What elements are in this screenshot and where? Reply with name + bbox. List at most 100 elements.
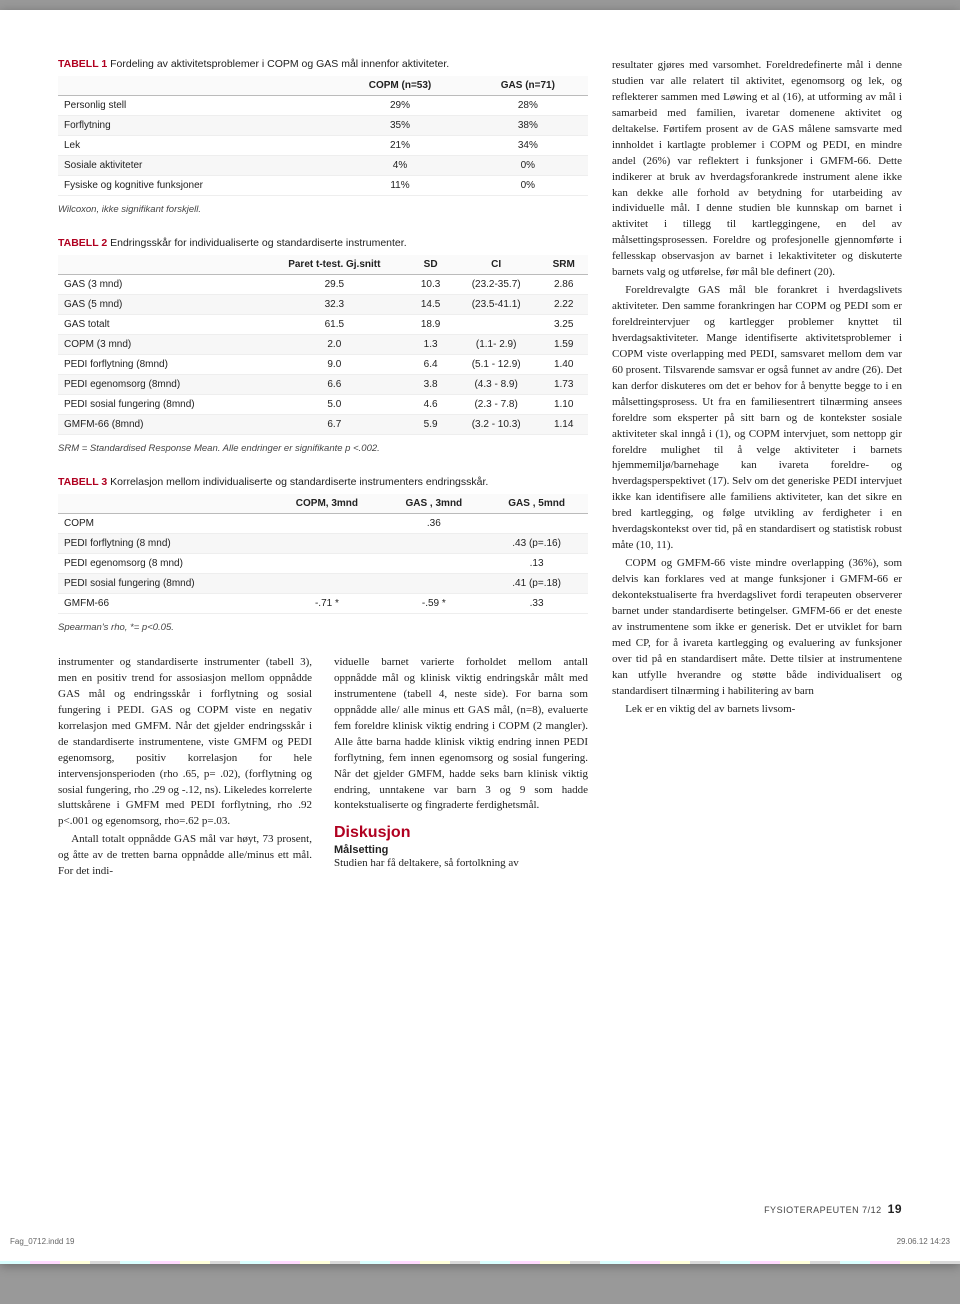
table-cell: 2.0: [260, 335, 408, 355]
table-cell: .43 (p=.16): [485, 534, 588, 554]
table-cell: COPM (3 mnd): [58, 335, 260, 355]
page-footer: FYSIOTERAPEUTEN 7/12 19: [764, 1202, 902, 1216]
table3-h3: GAS , 5mnd: [485, 494, 588, 514]
table-cell: COPM: [58, 514, 271, 534]
table-cell: 1.3: [408, 335, 453, 355]
subsection-heading: Målsetting: [334, 844, 588, 856]
table-cell: -.59 *: [382, 594, 485, 614]
right-p1: resultater gjøres med varsomhet. Foreldr…: [612, 58, 902, 281]
table-cell: 21%: [332, 136, 467, 156]
table-cell: 29.5: [260, 275, 408, 295]
table-cell: 1.10: [539, 395, 588, 415]
table-row: PEDI sosial fungering (8mnd).41 (p=.18): [58, 574, 588, 594]
table-cell: Sosiale aktiviteter: [58, 156, 332, 176]
table-cell: 4%: [332, 156, 467, 176]
table-cell: 61.5: [260, 315, 408, 335]
section-heading: Diskusjon: [334, 824, 588, 842]
table2-label: TABELL 2: [58, 237, 107, 249]
table-row: GAS totalt61.518.93.25: [58, 315, 588, 335]
content-columns: TABELL 1 Fordeling av aktivitetsprobleme…: [58, 58, 902, 880]
table-cell: Forflytning: [58, 116, 332, 136]
table1-h1: COPM (n=53): [332, 76, 467, 96]
table-cell: [271, 554, 382, 574]
table2-h2: SD: [408, 255, 453, 275]
table-cell: 9.0: [260, 355, 408, 375]
table-cell: .33: [485, 594, 588, 614]
table-row: Fysiske og kognitive funksjoner11%0%: [58, 176, 588, 196]
page: TABELL 1 Fordeling av aktivitetsprobleme…: [0, 10, 960, 1264]
table-row: COPM.36: [58, 514, 588, 534]
table-row: PEDI forflytning (8 mnd).43 (p=.16): [58, 534, 588, 554]
table2: Paret t-test. Gj.snitt SD CI SRM GAS (3 …: [58, 255, 588, 435]
table-cell: 2.86: [539, 275, 588, 295]
table-cell: 0%: [468, 176, 588, 196]
table-cell: (4.3 - 8.9): [453, 375, 539, 395]
table1-h0: [58, 76, 332, 96]
table-row: GAS (5 mnd)32.314.5(23.5-41.1)2.22: [58, 295, 588, 315]
left-p4: Studien har få deltakere, så fortolkning…: [334, 856, 588, 872]
table-cell: PEDI egenomsorg (8 mnd): [58, 554, 271, 574]
table-cell: (5.1 - 12.9): [453, 355, 539, 375]
print-file: Fag_0712.indd 19: [10, 1237, 75, 1246]
table-cell: 32.3: [260, 295, 408, 315]
table2-title-text: Endringsskår for individualiserte og sta…: [110, 237, 406, 249]
table-cell: [271, 514, 382, 534]
table-cell: (23.2-35.7): [453, 275, 539, 295]
table-cell: PEDI sosial fungering (8mnd): [58, 574, 271, 594]
table-cell: GMFM-66: [58, 594, 271, 614]
table-cell: PEDI forflytning (8mnd): [58, 355, 260, 375]
table-cell: 1.40: [539, 355, 588, 375]
table-cell: PEDI sosial fungering (8mnd): [58, 395, 260, 415]
crop-color-bar: [0, 1261, 960, 1264]
left-p3: viduelle barnet varierte forholdet mello…: [334, 655, 588, 814]
table1: COPM (n=53) GAS (n=71) Personlig stell29…: [58, 76, 588, 196]
table-cell: (23.5-41.1): [453, 295, 539, 315]
table-row: COPM (3 mnd)2.01.3(1.1- 2.9)1.59: [58, 335, 588, 355]
table3-label: TABELL 3: [58, 476, 107, 488]
table-cell: 5.0: [260, 395, 408, 415]
table-cell: 1.14: [539, 415, 588, 435]
table-cell: 29%: [332, 96, 467, 116]
table-cell: 35%: [332, 116, 467, 136]
table-row: Sosiale aktiviteter4%0%: [58, 156, 588, 176]
table-row: GMFM-66-.71 *-.59 *.33: [58, 594, 588, 614]
table2-h3: CI: [453, 255, 539, 275]
table-cell: 14.5: [408, 295, 453, 315]
table-cell: 28%: [468, 96, 588, 116]
table1-h2: GAS (n=71): [468, 76, 588, 96]
table-cell: 2.22: [539, 295, 588, 315]
print-ts: 29.06.12 14:23: [897, 1237, 950, 1246]
table-cell: [382, 574, 485, 594]
table-cell: 0%: [468, 156, 588, 176]
table-row: PEDI egenomsorg (8 mnd).13: [58, 554, 588, 574]
table-cell: 11%: [332, 176, 467, 196]
left-body-text: instrumenter og standardiserte instrumen…: [58, 655, 588, 880]
right-p2: Foreldrevalgte GAS mål ble forankret i h…: [612, 283, 902, 554]
left-column: TABELL 1 Fordeling av aktivitetsprobleme…: [58, 58, 588, 880]
table-cell: Personlig stell: [58, 96, 332, 116]
table2-h4: SRM: [539, 255, 588, 275]
table-cell: GAS (5 mnd): [58, 295, 260, 315]
table-cell: 10.3: [408, 275, 453, 295]
left-p1: instrumenter og standardiserte instrumen…: [58, 655, 312, 830]
table-cell: PEDI egenomsorg (8mnd): [58, 375, 260, 395]
table-cell: 4.6: [408, 395, 453, 415]
footer-journal: FYSIOTERAPEUTEN: [764, 1205, 859, 1215]
table2-h1: Paret t-test. Gj.snitt: [260, 255, 408, 275]
table-cell: 3.25: [539, 315, 588, 335]
table-row: Lek21%34%: [58, 136, 588, 156]
table-cell: 6.6: [260, 375, 408, 395]
table-cell: GAS (3 mnd): [58, 275, 260, 295]
table3-title: TABELL 3 Korrelasjon mellom individualis…: [58, 476, 588, 488]
table3-note: Spearman's rho, *= p<0.05.: [58, 622, 588, 633]
table3-h0: [58, 494, 271, 514]
table-row: GAS (3 mnd)29.510.3(23.2-35.7)2.86: [58, 275, 588, 295]
table-row: PEDI sosial fungering (8mnd)5.04.6(2.3 -…: [58, 395, 588, 415]
table-cell: [453, 315, 539, 335]
table3-h2: GAS , 3mnd: [382, 494, 485, 514]
footer-issue: 7/12: [862, 1205, 882, 1215]
table3: COPM, 3mnd GAS , 3mnd GAS , 5mnd COPM.36…: [58, 494, 588, 614]
table-cell: 34%: [468, 136, 588, 156]
table-cell: GAS totalt: [58, 315, 260, 335]
table-cell: [271, 574, 382, 594]
